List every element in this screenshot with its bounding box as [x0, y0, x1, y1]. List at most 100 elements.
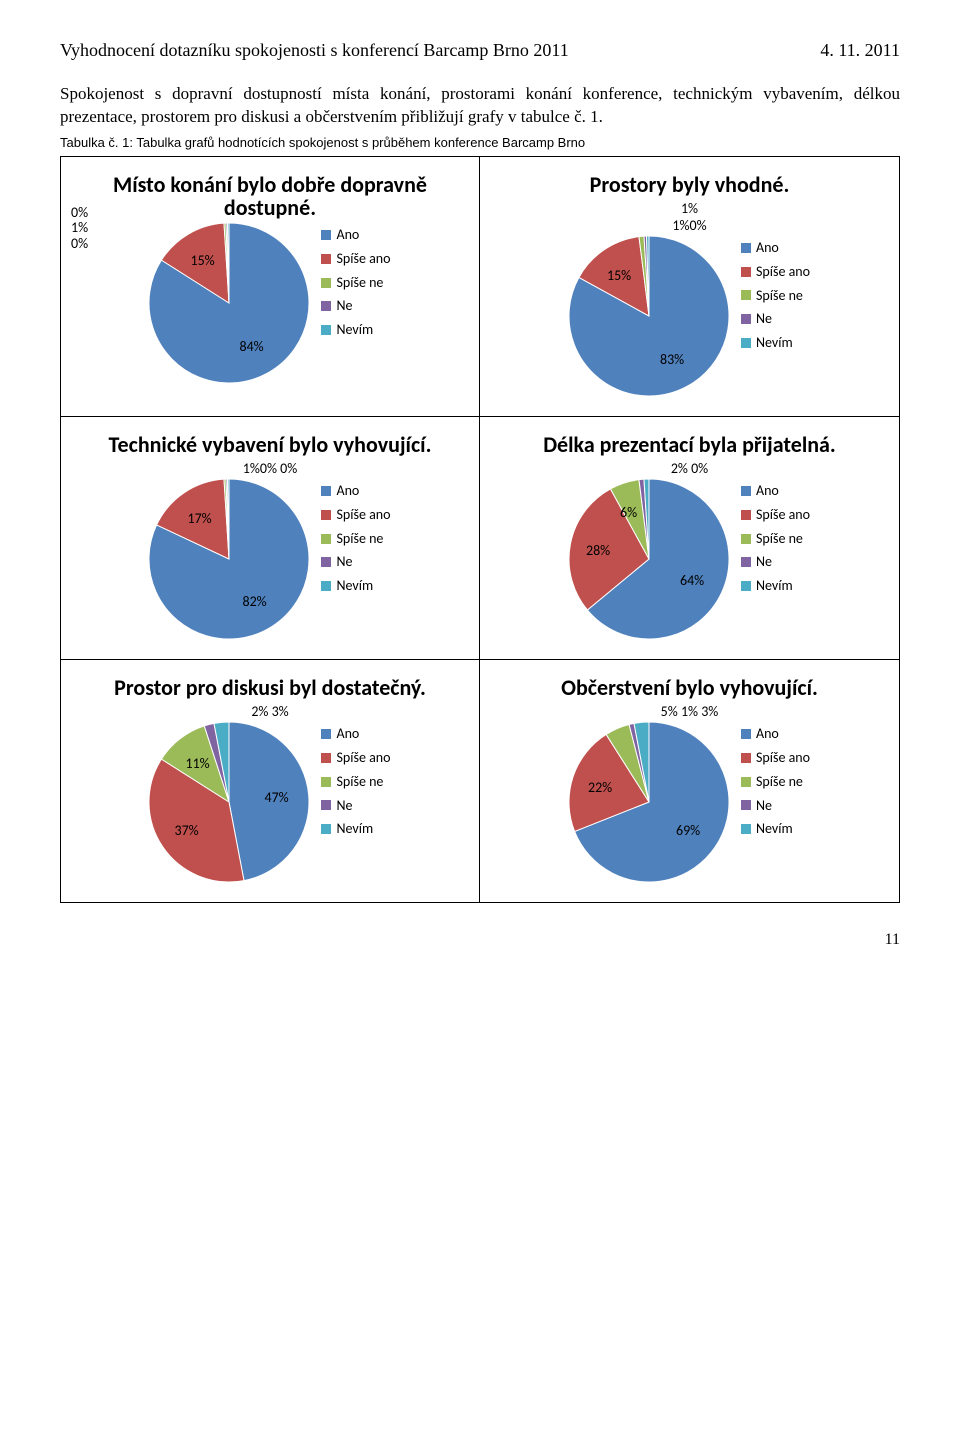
slice-label: 28% — [586, 542, 610, 559]
legend-swatch — [741, 534, 751, 544]
legend-label: Ne — [336, 794, 352, 818]
legend-item: Ano — [321, 479, 390, 503]
chart-row: Prostor pro diskusi byl dostatečný. 2% 3… — [61, 660, 899, 902]
legend-swatch — [741, 267, 751, 277]
chart-cell: Délka prezentací byla přijatelná. 2% 0% … — [480, 417, 899, 659]
legend-label: Nevím — [756, 331, 793, 355]
legend-label: Spíše ano — [756, 503, 810, 527]
slice-label: 47% — [264, 789, 288, 806]
chart-legend: Ano Spíše ano Spíše ne Ne Nevím — [741, 236, 810, 355]
chart-small-labels: 1%1%0% — [492, 200, 887, 234]
legend-swatch — [321, 824, 331, 834]
chart-title: Místo konání bylo dobře dopravně dostupn… — [73, 173, 467, 219]
legend-label: Nevím — [336, 574, 373, 598]
slice-label: 82% — [242, 593, 266, 610]
legend-swatch — [321, 581, 331, 591]
legend-swatch — [321, 800, 331, 810]
legend-item: Nevím — [321, 817, 390, 841]
header-date: 4. 11. 2011 — [820, 40, 900, 61]
slice-label: 83% — [660, 351, 684, 368]
pie-chart: 84% 15% — [149, 223, 309, 383]
legend-item: Spíše ne — [741, 284, 810, 308]
legend-label: Nevím — [336, 318, 373, 342]
legend-swatch — [741, 510, 751, 520]
legend-item: Ne — [741, 550, 810, 574]
slice-label: 15% — [190, 252, 214, 269]
legend-swatch — [321, 325, 331, 335]
table-caption: Tabulka č. 1: Tabulka grafů hodnotících … — [60, 135, 900, 150]
legend-item: Spíše ne — [321, 527, 390, 551]
legend-swatch — [321, 301, 331, 311]
legend-label: Ano — [336, 223, 359, 247]
legend-label: Spíše ne — [336, 527, 383, 551]
legend-item: Spíše ne — [741, 770, 810, 794]
chart-title: Technické vybavení bylo vyhovující. — [73, 433, 467, 456]
legend-swatch — [321, 230, 331, 240]
slice-label: 22% — [588, 779, 612, 796]
legend-item: Ne — [741, 794, 810, 818]
legend-swatch — [741, 338, 751, 348]
chart-cell: Prostor pro diskusi byl dostatečný. 2% 3… — [61, 660, 480, 902]
legend-item: Spíše ne — [321, 271, 390, 295]
header-title: Vyhodnocení dotazníku spokojenosti s kon… — [60, 40, 569, 61]
pie-chart: 83%15% — [569, 236, 729, 396]
legend-item: Ano — [741, 236, 810, 260]
chart-body: 47%37%11% Ano Spíše ano Spíše ne Ne Neví… — [73, 722, 467, 882]
legend-item: Ne — [321, 294, 390, 318]
chart-row: Technické vybavení bylo vyhovující. 1%0%… — [61, 417, 899, 660]
chart-legend: Ano Spíše ano Spíše ne Ne Nevím — [321, 479, 390, 598]
legend-label: Ne — [756, 794, 772, 818]
chart-cell: Místo konání bylo dobře dopravně dostupn… — [61, 157, 480, 416]
legend-item: Ano — [321, 223, 390, 247]
legend-item: Spíše ne — [741, 527, 810, 551]
legend-item: Nevím — [741, 574, 810, 598]
legend-item: Spíše ano — [741, 746, 810, 770]
pie-chart: 64%28%6% — [569, 479, 729, 639]
slice-label: 64% — [680, 572, 704, 589]
chart-row: Místo konání bylo dobře dopravně dostupn… — [61, 157, 899, 417]
chart-small-labels: 2% 3% — [73, 703, 467, 720]
legend-swatch — [321, 254, 331, 264]
legend-label: Spíše ano — [336, 746, 390, 770]
legend-label: Ano — [336, 479, 359, 503]
legend-swatch — [321, 557, 331, 567]
chart-body: 83%15% Ano Spíše ano Spíše ne Ne Nevím — [492, 236, 887, 396]
legend-item: Ne — [321, 794, 390, 818]
legend-swatch — [741, 243, 751, 253]
legend-item: Spíše ano — [741, 260, 810, 284]
legend-item: Nevím — [321, 574, 390, 598]
legend-item: Ne — [321, 550, 390, 574]
legend-label: Nevím — [336, 817, 373, 841]
legend-swatch — [741, 729, 751, 739]
legend-swatch — [321, 777, 331, 787]
legend-item: Spíše ano — [321, 503, 390, 527]
legend-label: Spíše ne — [756, 284, 803, 308]
legend-swatch — [321, 486, 331, 496]
legend-label: Nevím — [756, 574, 793, 598]
legend-swatch — [741, 314, 751, 324]
chart-legend: Ano Spíše ano Spíše ne Ne Nevím — [321, 722, 390, 841]
legend-label: Ne — [336, 550, 352, 574]
pie-chart: 82% 17% — [149, 479, 309, 639]
legend-swatch — [741, 753, 751, 763]
slice-label: 17% — [187, 510, 211, 527]
slice-label: 37% — [174, 822, 198, 839]
chart-small-labels: 5% 1% 3% — [492, 703, 887, 720]
legend-label: Ano — [756, 722, 779, 746]
legend-label: Spíše ano — [336, 503, 390, 527]
chart-title: Prostory byly vhodné. — [492, 173, 887, 196]
legend-swatch — [321, 278, 331, 288]
legend-label: Ano — [336, 722, 359, 746]
legend-label: Spíše ne — [336, 770, 383, 794]
chart-body: 69%22% Ano Spíše ano Spíše ne Ne Nevím — [492, 722, 887, 882]
chart-title: Občerstvení bylo vyhovující. — [492, 676, 887, 699]
legend-swatch — [741, 290, 751, 300]
chart-legend: Ano Spíše ano Spíše ne Ne Nevím — [741, 479, 810, 598]
legend-item: Ano — [741, 479, 810, 503]
slice-label: 84% — [239, 338, 263, 355]
legend-label: Ne — [756, 307, 772, 331]
legend-item: Ano — [741, 722, 810, 746]
intro-paragraph: Spokojenost s dopravní dostupností místa… — [60, 83, 900, 129]
chart-title: Délka prezentací byla přijatelná. — [492, 433, 887, 456]
chart-table: Místo konání bylo dobře dopravně dostupn… — [60, 156, 900, 903]
